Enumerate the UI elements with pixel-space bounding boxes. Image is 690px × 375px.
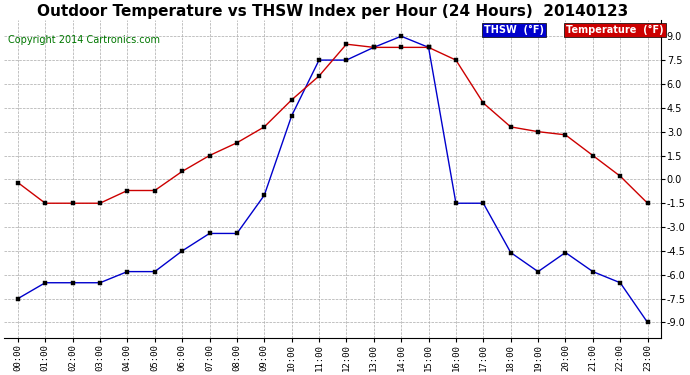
Text: THSW  (°F): THSW (°F): [484, 25, 544, 35]
Text: Copyright 2014 Cartronics.com: Copyright 2014 Cartronics.com: [8, 35, 159, 45]
Title: Outdoor Temperature vs THSW Index per Hour (24 Hours)  20140123: Outdoor Temperature vs THSW Index per Ho…: [37, 4, 629, 19]
Text: Temperature  (°F): Temperature (°F): [566, 25, 664, 35]
